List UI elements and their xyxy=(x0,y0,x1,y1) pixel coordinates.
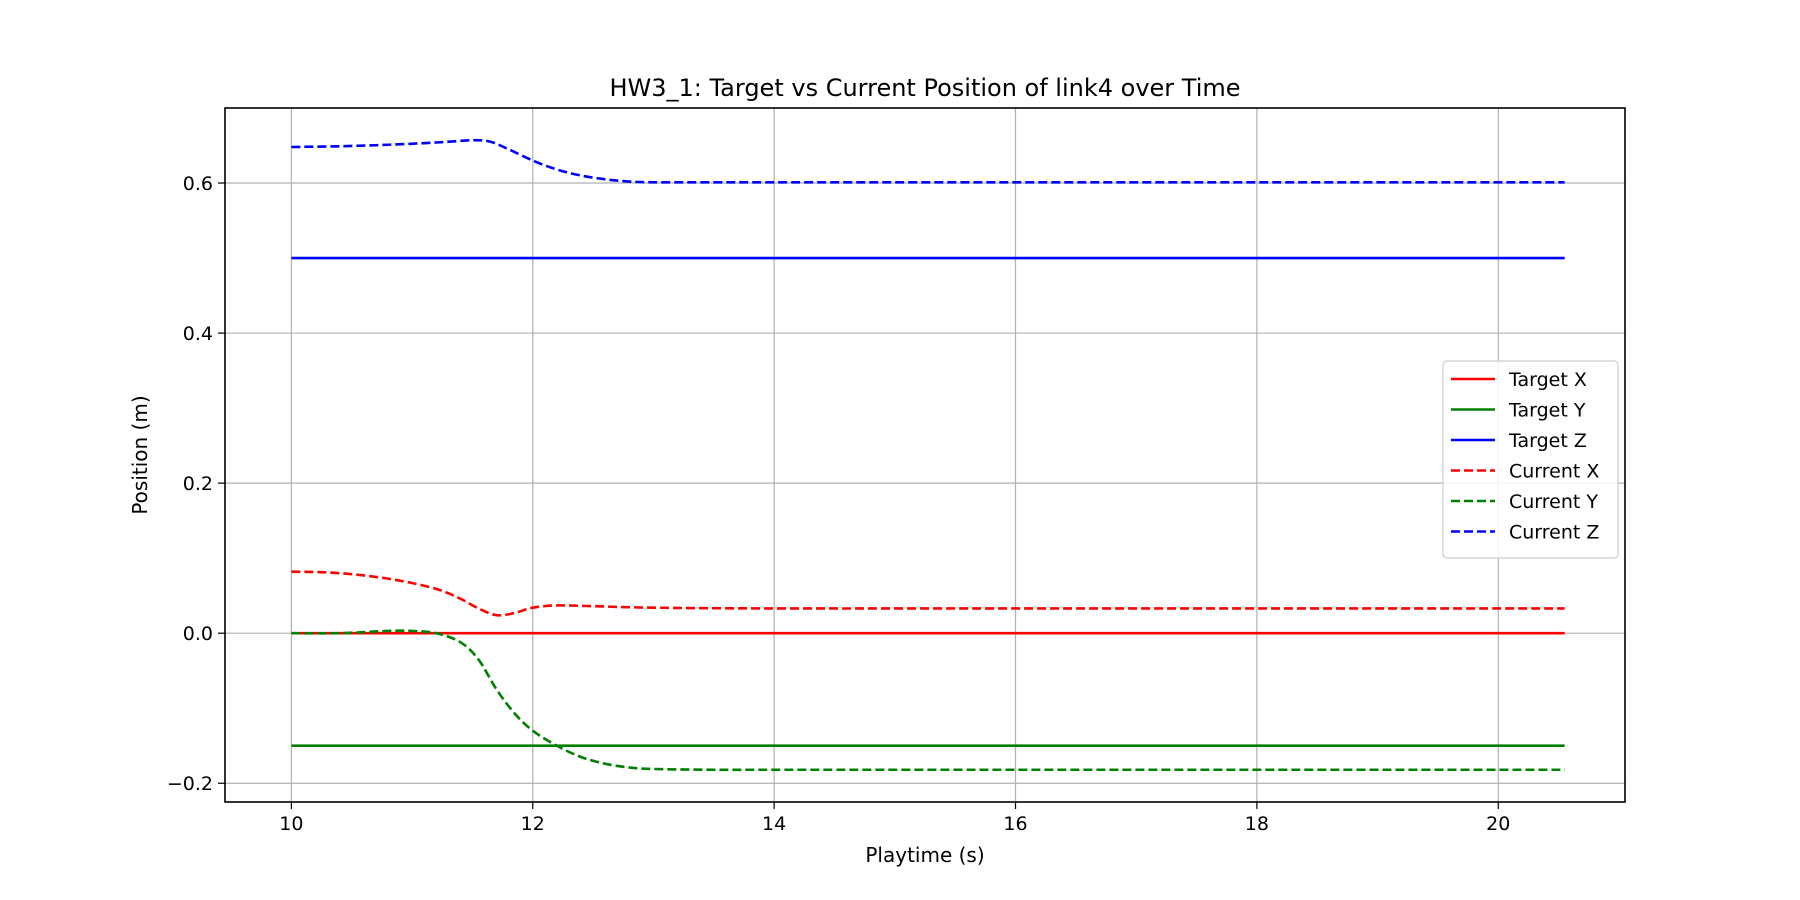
y-axis-label: Position (m) xyxy=(128,395,152,514)
legend-label-target-x: Target X xyxy=(1508,369,1587,391)
series-lines xyxy=(291,138,1565,772)
legend: Target X Target Y Target Z Current X Current… xyxy=(1442,360,1619,559)
y-tick-label: 0.6 xyxy=(183,173,213,195)
legend-label-target-z: Target Z xyxy=(1508,430,1587,452)
x-tick-label: 16 xyxy=(1003,813,1027,835)
series-line-current-z xyxy=(291,138,1565,184)
x-tick-label: 10 xyxy=(279,813,303,835)
chart-title: HW3_1: Target vs Current Position of lin… xyxy=(609,74,1240,102)
legend-label-current-y: Current Y xyxy=(1509,491,1598,513)
y-tick-label: −0.2 xyxy=(167,773,213,795)
series-line-current-x xyxy=(291,570,1565,617)
legend-label-current-z: Current Z xyxy=(1509,522,1599,544)
x-tick-label: 18 xyxy=(1245,813,1269,835)
x-tick-label: 20 xyxy=(1486,813,1510,835)
plot-area-background xyxy=(225,108,1625,802)
x-tick-label: 14 xyxy=(762,813,786,835)
legend-label-target-y: Target Y xyxy=(1508,400,1586,422)
x-axis-label: Playtime (s) xyxy=(865,843,984,867)
plot-frame xyxy=(224,107,1626,803)
y-tick-label: 0.4 xyxy=(183,323,213,345)
legend-label-current-x: Current X xyxy=(1509,461,1599,483)
x-tick-label: 12 xyxy=(521,813,545,835)
axis-ticks: 10 12 14 16 18 20 −0.2 0.0 0.2 0.4 0.6 xyxy=(167,173,1511,835)
y-tick-label: 0.0 xyxy=(183,623,213,645)
series-line-current-y xyxy=(291,629,1565,772)
y-tick-label: 0.2 xyxy=(183,473,213,495)
